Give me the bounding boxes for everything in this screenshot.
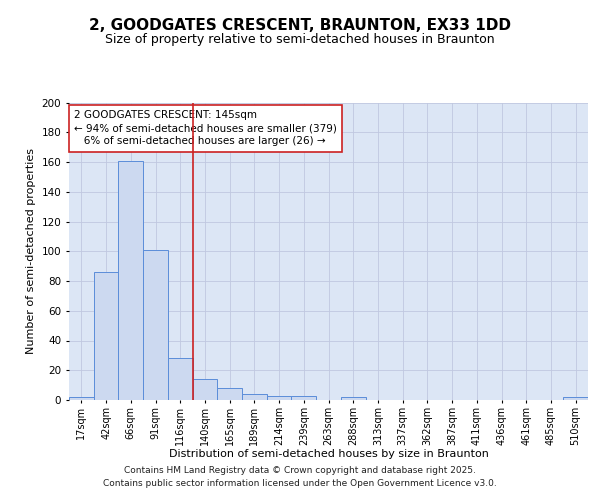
Bar: [563, 397, 588, 400]
Bar: [168, 358, 193, 400]
Text: Size of property relative to semi-detached houses in Braunton: Size of property relative to semi-detach…: [105, 32, 495, 46]
Bar: [94, 272, 118, 400]
Bar: [242, 394, 267, 400]
Bar: [143, 250, 168, 400]
Text: 2 GOODGATES CRESCENT: 145sqm
← 94% of semi-detached houses are smaller (379)
   : 2 GOODGATES CRESCENT: 145sqm ← 94% of se…: [74, 110, 337, 146]
Bar: [292, 396, 316, 400]
Bar: [217, 388, 242, 400]
Bar: [267, 396, 292, 400]
Y-axis label: Number of semi-detached properties: Number of semi-detached properties: [26, 148, 36, 354]
Bar: [341, 397, 365, 400]
Bar: [69, 397, 94, 400]
Text: 2, GOODGATES CRESCENT, BRAUNTON, EX33 1DD: 2, GOODGATES CRESCENT, BRAUNTON, EX33 1D…: [89, 18, 511, 32]
Bar: [118, 160, 143, 400]
Text: Contains HM Land Registry data © Crown copyright and database right 2025.
Contai: Contains HM Land Registry data © Crown c…: [103, 466, 497, 487]
Bar: [193, 379, 217, 400]
X-axis label: Distribution of semi-detached houses by size in Braunton: Distribution of semi-detached houses by …: [169, 449, 488, 459]
